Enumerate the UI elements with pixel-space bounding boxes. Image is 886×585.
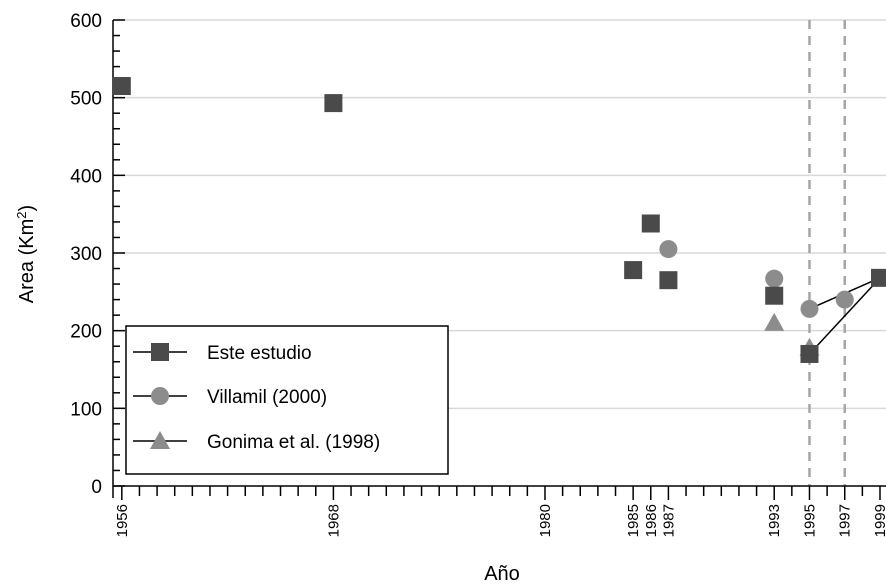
x-tick-label: 1986: [643, 504, 660, 537]
legend-label: Gonima et al. (1998): [207, 432, 380, 453]
legend-label: Villamil (2000): [207, 387, 327, 408]
x-tick-label: 1995: [801, 504, 818, 537]
connector-line: [808, 277, 881, 355]
x-tick-label: 1997: [837, 504, 854, 537]
vertical-dashed-lines: [808, 20, 846, 486]
x-tick-label: 1968: [325, 504, 342, 537]
point-este-estudio: [641, 214, 660, 233]
y-axis-title: Area (Km2): [14, 205, 38, 303]
legend-item-este-estudio: Este estudio: [133, 343, 312, 364]
legend-item-villamil: Villamil (2000): [133, 387, 327, 408]
x-tick-label: 1980: [537, 504, 554, 537]
point-este-estudio: [765, 286, 784, 305]
legend-box: [125, 325, 449, 475]
point-gonima: [764, 312, 785, 331]
y-tick-label: 0: [91, 477, 102, 498]
legend: Este estudio Villamil (2000) Gonima et a…: [125, 325, 449, 475]
y-tick-label: 300: [70, 244, 102, 265]
legend-square-marker: [151, 343, 169, 361]
data-points: [112, 77, 886, 363]
legend-item-gonima: Gonima et al. (1998): [133, 431, 380, 453]
y-tick-label: 100: [70, 399, 102, 420]
x-tick-label: 1987: [660, 504, 677, 537]
y-tick-label: 200: [70, 322, 102, 343]
point-villamil: [659, 240, 678, 259]
point-este-estudio: [624, 261, 643, 280]
x-tick-label: 1985: [625, 504, 642, 537]
y-tick-label: 600: [70, 11, 102, 32]
point-villamil: [835, 290, 854, 309]
y-tick-label: 500: [70, 89, 102, 110]
y-axis-ticks: 0 100 200 300 400 500 600: [70, 11, 125, 498]
point-villamil: [765, 269, 784, 288]
point-villamil: [800, 299, 819, 318]
point-este-estudio: [112, 77, 131, 96]
legend-label: Este estudio: [207, 343, 312, 364]
point-este-estudio: [800, 344, 819, 363]
x-tick-label: 1993: [766, 504, 783, 537]
point-este-estudio: [659, 271, 678, 290]
x-axis-ticks: 1956 1968 1980 1985 1986 1987 1993 1995 1997 1999: [114, 486, 886, 537]
x-tick-label: 1956: [114, 504, 131, 537]
point-este-estudio: [871, 268, 886, 287]
y-tick-label: 400: [70, 166, 102, 187]
x-axis-title: Año: [484, 563, 520, 585]
legend-triangle-marker: [150, 431, 170, 449]
point-este-estudio: [324, 94, 343, 113]
x-tick-label: 1999: [872, 504, 886, 537]
legend-circle-marker: [151, 387, 169, 405]
